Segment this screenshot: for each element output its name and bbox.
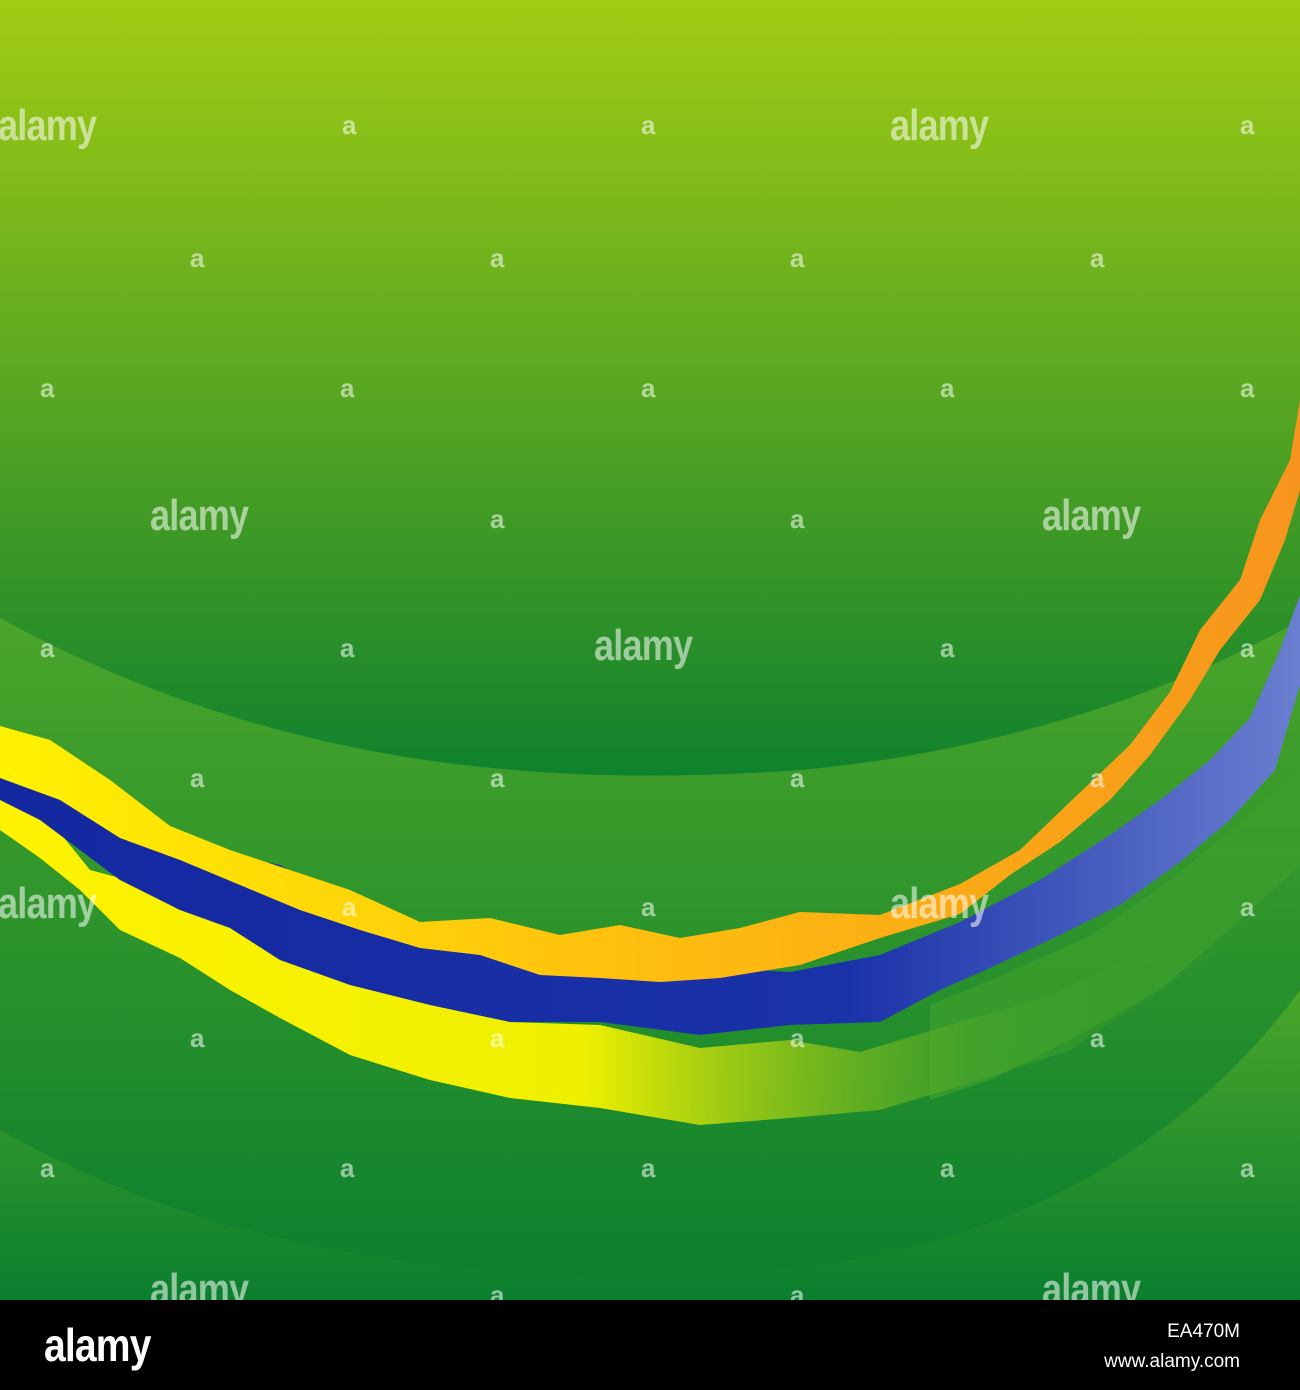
watermark-letter: a — [490, 763, 505, 793]
watermark-logo: alamy — [890, 879, 989, 928]
watermark-letter: a — [342, 892, 357, 922]
watermark-letter: a — [1240, 1153, 1255, 1183]
watermark-letter: a — [490, 504, 505, 534]
watermark-letter: a — [340, 1153, 355, 1183]
watermark-letter: a — [1090, 1023, 1105, 1053]
watermark-logo: alamy — [890, 101, 989, 150]
stock-image: alamy alamy alamy alamy alamy alamy alam… — [0, 0, 1300, 1300]
image-id: EA470M — [1167, 1321, 1240, 1342]
watermark-letter: a — [940, 1153, 955, 1183]
watermark-logo: alamy — [1042, 1265, 1141, 1301]
watermark-letter: a — [940, 373, 955, 403]
watermark-letter: a — [40, 1153, 55, 1183]
watermark-letter: a — [641, 1153, 656, 1183]
blue-ribbon — [0, 595, 1300, 1035]
lower-arc-band — [0, 990, 1300, 1300]
watermark-letter: a — [190, 1023, 205, 1053]
watermark-letter: a — [1090, 243, 1105, 273]
watermark-letter: a — [490, 243, 505, 273]
watermark-letter: a — [1240, 892, 1255, 922]
watermark-logo: alamy — [0, 879, 97, 928]
watermark-letter: a — [190, 243, 205, 273]
watermark-letter: a — [641, 373, 656, 403]
watermark-logo: alamy — [1042, 491, 1141, 540]
footer-bar: alamy EA470M www.alamy.com — [0, 1300, 1300, 1390]
watermark-logo: alamy — [150, 491, 249, 540]
watermark-letter: a — [1090, 763, 1105, 793]
watermark-letter: a — [490, 1023, 505, 1053]
watermark-letter: a — [340, 633, 355, 663]
watermark-letter: a — [1240, 373, 1255, 403]
watermark-letter: a — [641, 110, 656, 140]
watermark-letter: a — [1240, 110, 1255, 140]
site-url: www.alamy.com — [1104, 1351, 1240, 1372]
watermark-letter: a — [790, 504, 805, 534]
watermark-letter: a — [40, 633, 55, 663]
watermark-letter: a — [190, 763, 205, 793]
watermark-logo: alamy — [0, 101, 97, 150]
brazil-colors-wave-graphic — [0, 0, 1300, 1300]
watermark-logo: alamy — [594, 621, 693, 670]
watermark-letter: a — [342, 110, 357, 140]
watermark-letter: a — [490, 1280, 505, 1300]
watermark-letter: a — [641, 892, 656, 922]
alamy-logo: alamy — [44, 1319, 151, 1371]
watermark-letter: a — [790, 763, 805, 793]
watermark-logo: alamy — [150, 1265, 249, 1301]
watermark-letter: a — [790, 243, 805, 273]
watermark-letter: a — [790, 1280, 805, 1300]
watermark-letter: a — [1240, 633, 1255, 663]
watermark-letter: a — [790, 1023, 805, 1053]
watermark-letter: a — [940, 633, 955, 663]
watermark-letter: a — [40, 373, 55, 403]
watermark-letter: a — [340, 373, 355, 403]
yellow-ribbon — [0, 790, 1300, 1125]
